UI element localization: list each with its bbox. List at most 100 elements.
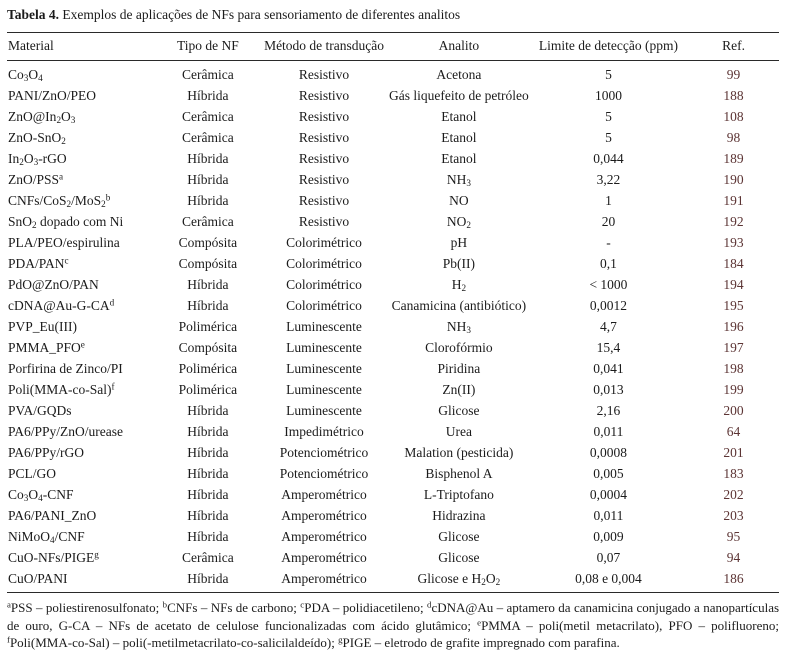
analyte-cell: NO2	[446, 214, 471, 231]
nf-type-cell: Cerâmica	[182, 109, 234, 124]
ref-link[interactable]: 199	[723, 382, 744, 397]
transduction-method-cell: Colorimétrico	[286, 277, 362, 292]
material-cell: PDA/PANc	[8, 255, 69, 271]
transduction-method-cell: Resistivo	[298, 193, 350, 208]
transduction-method-cell: Luminescente	[286, 340, 362, 355]
nf-type-cell: Híbrida	[187, 445, 229, 460]
ref-link[interactable]: 192	[723, 214, 744, 229]
detection-limit-cell: 0,0004	[589, 487, 627, 502]
table-caption: Tabela 4. Exemplos de aplicações de NFs …	[7, 6, 779, 23]
ref-link[interactable]: 195	[723, 298, 744, 313]
nf-type-cell: Polimérica	[178, 382, 238, 397]
ref-link[interactable]: 201	[723, 445, 744, 460]
ref-link[interactable]: 183	[723, 466, 744, 481]
nf-type-cell: Cerâmica	[182, 67, 234, 82]
detection-limit-cell: 4,7	[600, 319, 617, 334]
column-header-analyte: Analito	[388, 32, 529, 61]
table-row: ZnO@In2O3 Cerâmica Resistivo Etanol 5 10…	[7, 106, 779, 127]
ref-link[interactable]: 64	[726, 424, 741, 439]
ref-link[interactable]: 188	[723, 88, 744, 103]
ref-link[interactable]: 194	[723, 277, 744, 292]
nf-type-cell: Híbrida	[187, 298, 229, 313]
nf-type-cell: Híbrida	[187, 571, 229, 586]
ref-link[interactable]: 198	[723, 361, 744, 376]
table-row: CuO/PANI Híbrida Amperométrico Glicose e…	[7, 568, 779, 593]
ref-link[interactable]: 186	[723, 571, 744, 586]
ref-link[interactable]: 203	[723, 508, 744, 523]
ref-link[interactable]: 190	[723, 172, 744, 187]
material-cell: PVP_Eu(III)	[8, 319, 77, 334]
analyte-cell: Gás liquefeito de petróleo	[388, 88, 529, 103]
column-header-transduction-method: Método de transdução	[259, 32, 389, 61]
transduction-method-cell: Resistivo	[298, 109, 350, 124]
analyte-cell: Urea	[445, 424, 472, 439]
table-row: PA6/PANI_ZnO Híbrida Amperométrico Hidra…	[7, 505, 779, 526]
material-cell: PA6/PPy/rGO	[8, 445, 85, 460]
detection-limit-cell: 0,011	[593, 508, 624, 523]
ref-link[interactable]: 99	[726, 67, 741, 82]
detection-limit-cell: 1	[605, 193, 612, 208]
nf-type-cell: Híbrida	[187, 151, 229, 166]
analyte-cell: Hidrazina	[432, 508, 486, 523]
material-cell: PANI/ZnO/PEO	[8, 88, 97, 103]
material-cell: In2O3-rGO	[8, 151, 67, 168]
nf-type-cell: Polimérica	[178, 361, 238, 376]
nf-type-cell: Híbrida	[187, 424, 229, 439]
analyte-cell: NH3	[446, 172, 471, 189]
ref-link[interactable]: 196	[723, 319, 744, 334]
ref-link[interactable]: 108	[723, 109, 744, 124]
transduction-method-cell: Luminescente	[286, 403, 362, 418]
ref-link[interactable]: 94	[726, 550, 741, 565]
table-row: In2O3-rGO Híbrida Resistivo Etanol 0,044…	[7, 148, 779, 169]
table-body: Co3O4 Cerâmica Resistivo Acetona 5 99 PA…	[7, 61, 779, 593]
ref-link[interactable]: 200	[723, 403, 744, 418]
ref-link[interactable]: 191	[723, 193, 744, 208]
ref-link[interactable]: 202	[723, 487, 744, 502]
detection-limit-cell: 0,041	[593, 361, 624, 376]
analyte-cell: Pb(II)	[442, 256, 475, 271]
transduction-method-cell: Colorimétrico	[286, 235, 362, 250]
material-cell: PCL/GO	[8, 466, 57, 481]
analyte-cell: Malation (pesticida)	[404, 445, 514, 460]
ref-link[interactable]: 197	[723, 340, 744, 355]
nf-type-cell: Híbrida	[187, 403, 229, 418]
detection-limit-cell: 0,044	[593, 151, 624, 166]
column-header-ref: Ref.	[688, 32, 779, 61]
analyte-cell: H2	[451, 277, 467, 294]
detection-limit-cell: 0,1	[600, 256, 617, 271]
table-row: Poli(MMA-co-Sal)f Polimérica Luminescent…	[7, 379, 779, 400]
analyte-cell: L-Triptofano	[423, 487, 494, 502]
detection-limit-cell: 1000	[594, 88, 622, 103]
table-row: NiMoO4/CNF Híbrida Amperométrico Glicose…	[7, 526, 779, 547]
ref-link[interactable]: 193	[723, 235, 744, 250]
analyte-cell: NH3	[446, 319, 471, 336]
ref-link[interactable]: 95	[726, 529, 741, 544]
detection-limit-cell: 0,08 e 0,004	[575, 571, 642, 586]
transduction-method-cell: Colorimétrico	[286, 298, 362, 313]
material-cell: CuO-NFs/PIGEg	[8, 549, 99, 565]
nf-type-cell: Cerâmica	[182, 214, 234, 229]
transduction-method-cell: Impedimétrico	[284, 424, 364, 439]
table-row: PDA/PANc Compósita Colorimétrico Pb(II) …	[7, 253, 779, 274]
nf-applications-table: Material Tipo de NF Método de transdução…	[7, 32, 779, 593]
nf-type-cell: Híbrida	[187, 508, 229, 523]
transduction-method-cell: Resistivo	[298, 88, 350, 103]
analyte-cell: Etanol	[441, 151, 477, 166]
nf-type-cell: Compósita	[178, 235, 238, 250]
analyte-cell: Glicose	[438, 403, 480, 418]
detection-limit-cell: -	[606, 235, 611, 250]
transduction-method-cell: Resistivo	[298, 214, 350, 229]
table-row: CNFs/CoS2/MoS2b Híbrida Resistivo NO 1 1…	[7, 190, 779, 211]
detection-limit-cell: 15,4	[596, 340, 621, 355]
analyte-cell: pH	[450, 235, 468, 250]
analyte-cell: Zn(II)	[442, 382, 476, 397]
analyte-cell: Clorofórmio	[425, 340, 493, 355]
ref-link[interactable]: 98	[726, 130, 741, 145]
table-row: PLA/PEO/espirulina Compósita Colorimétri…	[7, 232, 779, 253]
analyte-cell: Piridina	[437, 361, 481, 376]
nf-type-cell: Híbrida	[187, 172, 229, 187]
ref-link[interactable]: 189	[723, 151, 744, 166]
detection-limit-cell: 0,009	[593, 529, 624, 544]
ref-link[interactable]: 184	[723, 256, 744, 271]
material-cell: cDNA@Au-G-CAd	[8, 297, 115, 313]
